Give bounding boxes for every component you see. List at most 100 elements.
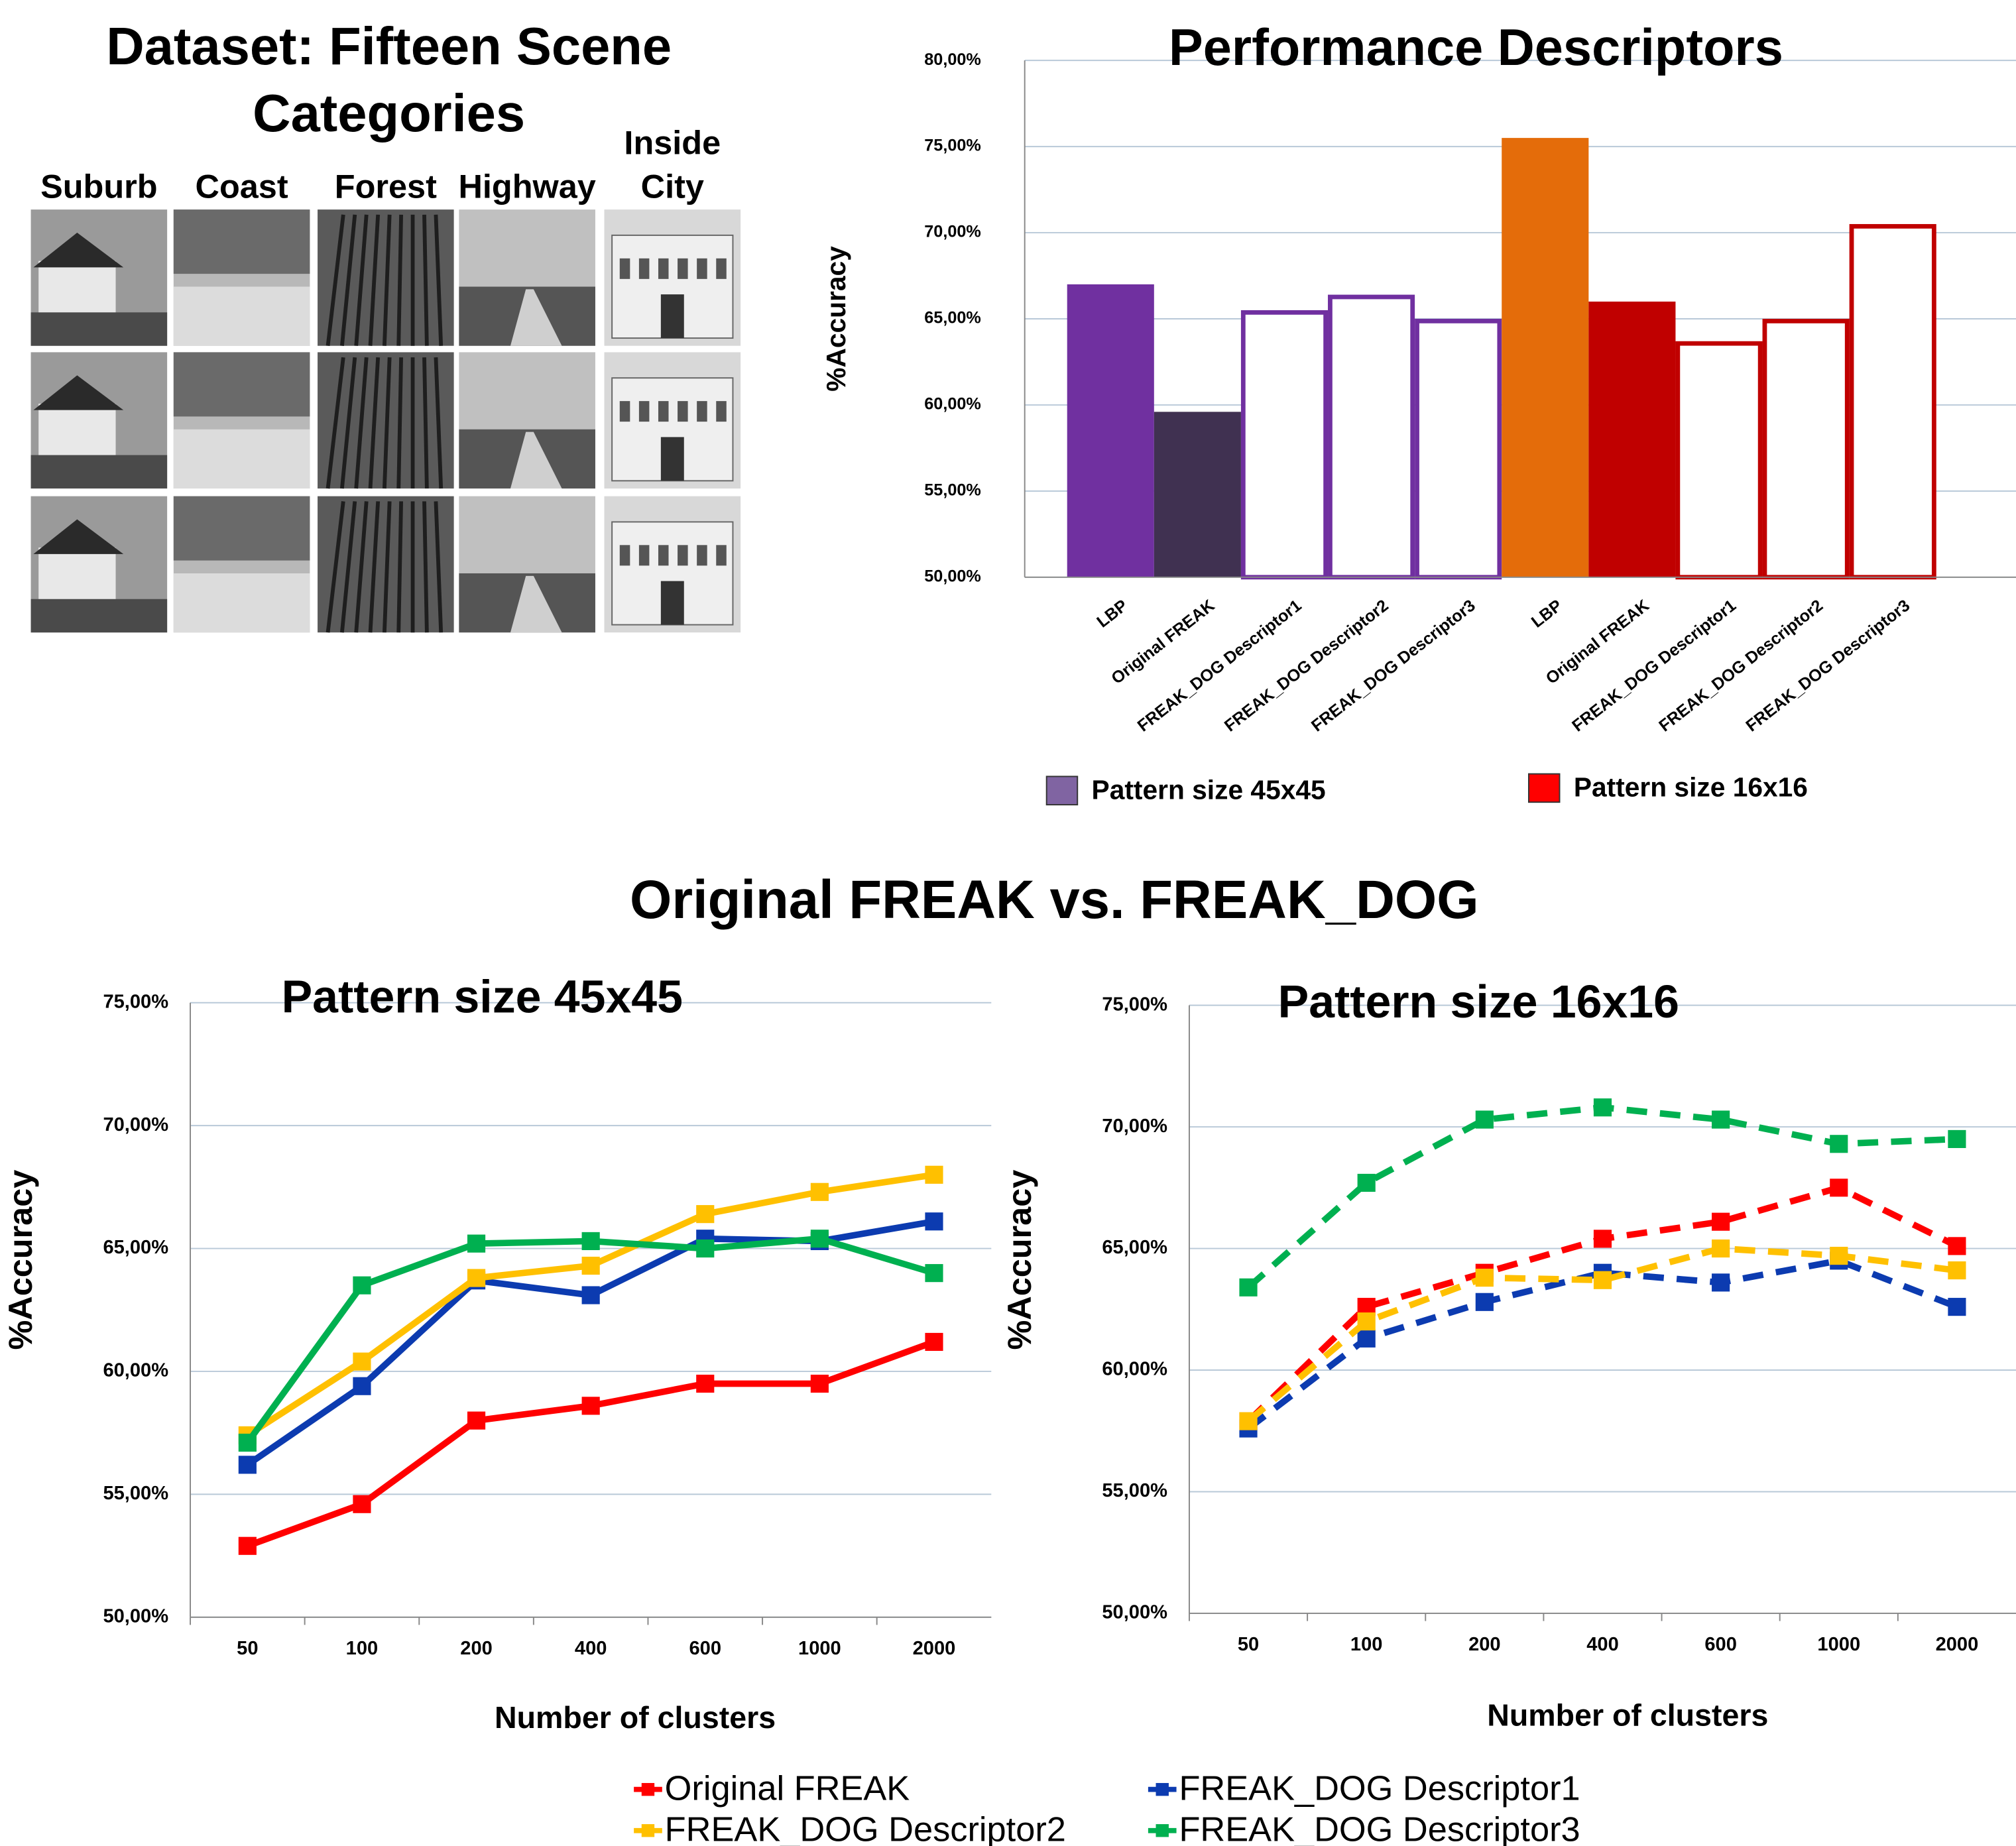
- x-axis-label: Number of clusters: [1487, 1698, 1768, 1732]
- point-marker: [1594, 1230, 1612, 1247]
- page: {"dataset": {"title": "Dataset: Fifteen …: [0, 0, 2016, 1846]
- point-marker: [1830, 1179, 1848, 1196]
- point-marker: [1712, 1273, 1730, 1291]
- thumb-detail: [678, 259, 688, 279]
- bar: [1588, 302, 1675, 577]
- x-tick-label: 400: [1586, 1634, 1619, 1655]
- y-tick-label: 75,00%: [103, 991, 168, 1012]
- y-tick-label: 65,00%: [1102, 1237, 1167, 1258]
- x-tick-label: 100: [346, 1638, 379, 1659]
- thumb-detail: [716, 401, 727, 422]
- point-marker: [696, 1240, 714, 1257]
- thumb-detail: [697, 401, 707, 422]
- thumb-detail: [620, 401, 630, 422]
- x-tick-label: FREAK_DOG Descriptor1: [1134, 596, 1305, 735]
- point-marker: [1476, 1293, 1494, 1311]
- thumb-detail: [424, 215, 427, 346]
- x-tick-label: 200: [1468, 1634, 1501, 1655]
- x-tick-label: 50: [1238, 1634, 1259, 1655]
- thumb-detail: [38, 548, 115, 605]
- x-tick-label: 600: [1704, 1634, 1737, 1655]
- point-marker: [1594, 1098, 1612, 1116]
- y-axis-label: %Accuracy: [1000, 1170, 1038, 1350]
- thumb-detail: [716, 545, 727, 565]
- thumb-detail: [424, 357, 427, 489]
- thumb-detail: [661, 437, 684, 481]
- x-tick-label: FREAK_DOG Descriptor3: [1308, 596, 1479, 735]
- thumb-detail: [620, 545, 630, 565]
- thumb-detail: [174, 496, 310, 561]
- category-label-box: Coast: [162, 118, 321, 208]
- thumb-detail: [398, 215, 401, 346]
- thumb-detail: [424, 501, 427, 632]
- category-label-box: Forest: [306, 118, 465, 208]
- legend-marker: [1156, 1824, 1169, 1837]
- point-marker: [1712, 1240, 1730, 1257]
- point-marker: [1358, 1330, 1376, 1348]
- bar: [1243, 312, 1325, 577]
- legend-label: Pattern size 16x16: [1574, 772, 1808, 803]
- point-marker: [696, 1205, 714, 1223]
- legend-label: Original FREAK: [665, 1769, 910, 1808]
- point-marker: [239, 1456, 257, 1473]
- bar: [1154, 412, 1241, 577]
- x-tick-label: FREAK_DOG Descriptor1: [1569, 596, 1740, 735]
- category-label-box: Inside City: [593, 118, 752, 208]
- y-tick-label: 50,00%: [924, 567, 980, 585]
- poster: Dataset: Fifteen Scene Categories Origin…: [0, 0, 2016, 1846]
- point-marker: [467, 1235, 485, 1253]
- point-marker: [925, 1264, 943, 1282]
- point-marker: [1476, 1269, 1494, 1287]
- point-marker: [811, 1230, 829, 1247]
- point-marker: [239, 1537, 257, 1555]
- thumb-detail: [174, 209, 310, 274]
- thumb-detail: [31, 455, 168, 489]
- point-marker: [582, 1286, 600, 1304]
- thumb-detail: [174, 352, 310, 416]
- y-tick-label: 55,00%: [924, 481, 980, 500]
- point-marker: [1358, 1312, 1376, 1330]
- y-tick-label: 65,00%: [103, 1237, 168, 1258]
- point-marker: [239, 1434, 257, 1452]
- category-label: Highway: [447, 118, 607, 208]
- y-tick-label: 75,00%: [924, 137, 980, 155]
- category-label: Inside City: [593, 118, 752, 208]
- category-label: Coast: [162, 118, 321, 208]
- thumb-detail: [678, 401, 688, 422]
- x-tick-label: FREAK_DOG Descriptor3: [1742, 596, 1913, 735]
- point-marker: [811, 1183, 829, 1201]
- point-marker: [811, 1375, 829, 1393]
- legend-marker: [642, 1824, 654, 1837]
- y-tick-label: 80,00%: [924, 50, 980, 69]
- thumb-detail: [398, 501, 401, 632]
- x-tick-label: 400: [575, 1638, 607, 1659]
- point-marker: [353, 1377, 371, 1395]
- thumb-detail: [620, 259, 630, 279]
- x-tick-label: 1000: [798, 1638, 841, 1659]
- legend-marker: [642, 1783, 654, 1796]
- legend-label: FREAK_DOG Descriptor2: [665, 1810, 1066, 1846]
- thumb-detail: [658, 545, 669, 565]
- legend-label: FREAK_DOG Descriptor1: [1179, 1769, 1580, 1808]
- x-tick-label: LBP: [1093, 596, 1131, 631]
- category-label: Forest: [306, 118, 465, 208]
- point-marker: [353, 1277, 371, 1295]
- point-marker: [582, 1232, 600, 1250]
- point-marker: [1476, 1111, 1494, 1129]
- point-marker: [582, 1257, 600, 1275]
- thumb-detail: [639, 259, 650, 279]
- bar: [1067, 284, 1154, 577]
- y-tick-label: 70,00%: [1102, 1116, 1167, 1137]
- chart-title: Performance Descriptors: [1169, 19, 1783, 76]
- legend-label: Pattern size 45x45: [1092, 774, 1326, 805]
- thumb-detail: [174, 430, 310, 489]
- x-tick-label: 2000: [913, 1638, 956, 1659]
- y-axis-label: %Accuracy: [1, 1170, 39, 1350]
- x-tick-label: 50: [237, 1638, 258, 1659]
- point-marker: [696, 1375, 714, 1393]
- point-marker: [1239, 1279, 1257, 1297]
- bar: [1502, 138, 1588, 577]
- bar: [1765, 321, 1847, 577]
- legend-swatch: [1529, 774, 1560, 803]
- bar: [1417, 321, 1500, 577]
